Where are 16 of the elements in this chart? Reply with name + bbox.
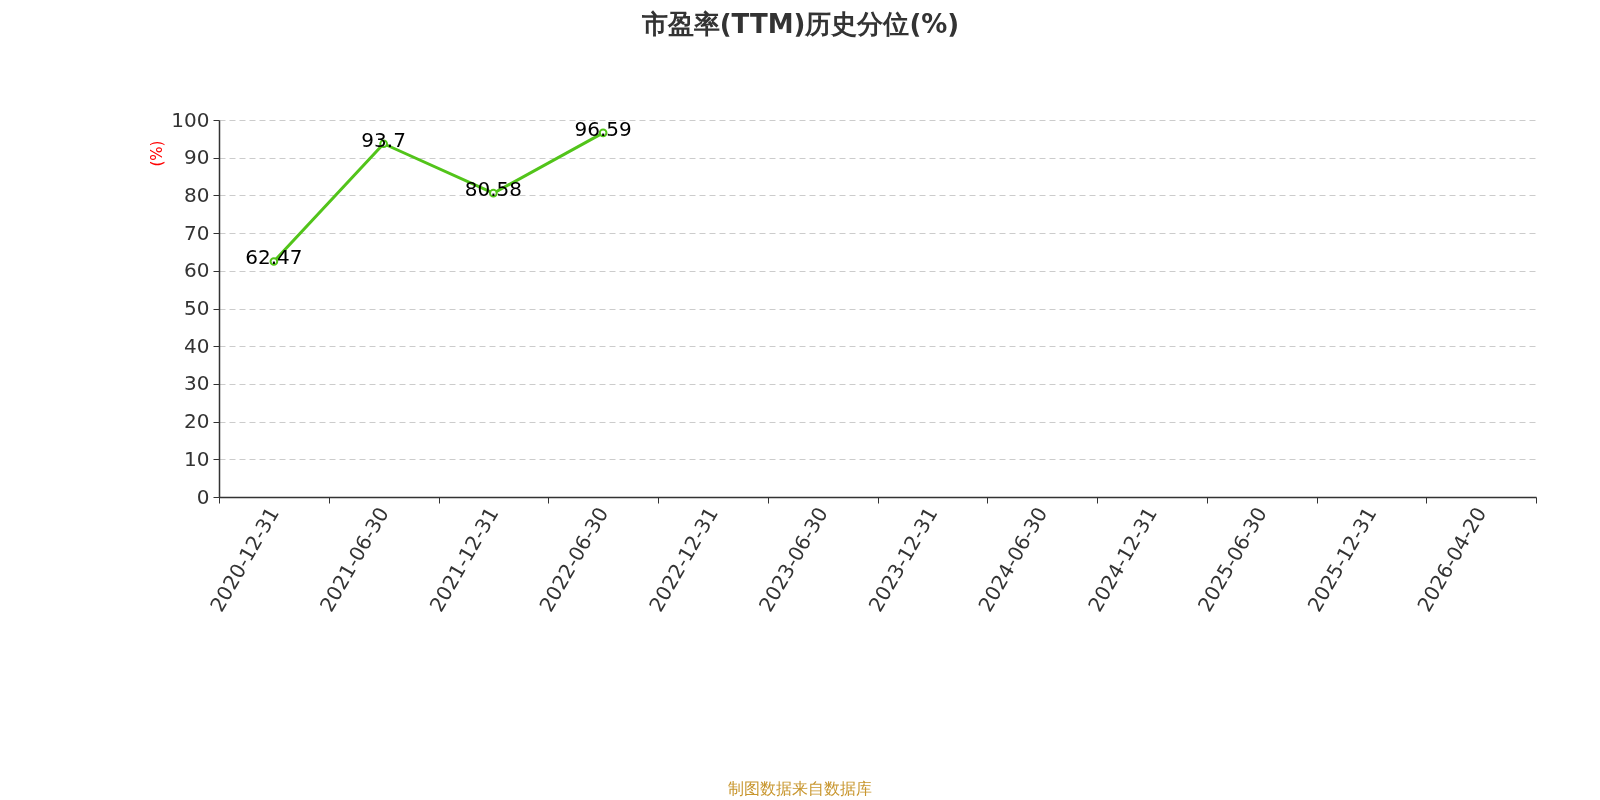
y-tick-label: 80	[184, 182, 210, 207]
y-tick-label: 40	[184, 333, 210, 358]
y-tick-label: 30	[184, 371, 210, 396]
y-tick-label: 50	[184, 296, 210, 320]
chart-title: 市盈率(TTM)历史分位(%)	[640, 9, 960, 39]
y-tick-label: 20	[184, 409, 210, 434]
y-tick-label: 0	[196, 484, 210, 509]
data-label: 96.59	[574, 116, 632, 141]
y-tick-label: 90	[184, 145, 210, 170]
y-tick-label: 70	[184, 220, 210, 245]
text: 制图数据来自数据库	[728, 779, 872, 798]
y-tick-label: 10	[184, 446, 210, 471]
y-axis-title: (%)	[147, 140, 166, 167]
data-label: 93.7	[361, 127, 406, 152]
y-tick-label: 100	[171, 107, 210, 132]
y-tick-label: 60	[184, 258, 210, 283]
